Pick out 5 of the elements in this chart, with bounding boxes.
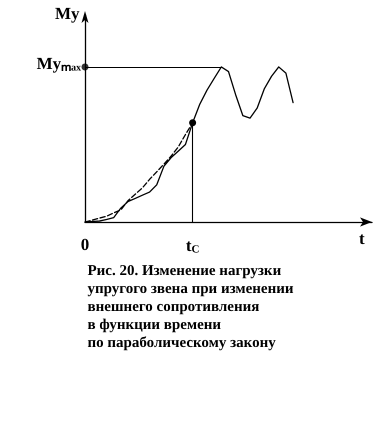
y-axis-title: My	[55, 4, 80, 23]
ref-line-label: Myₘₐₓ	[36, 54, 82, 73]
x-axis-title: t	[359, 229, 365, 248]
text: Рис. 20. Изменение нагрузки упругого звена при изменении внешнего сопротивления в функции времени по параболическому закону	[87, 263, 294, 351]
x-tick-label: 0	[80, 235, 90, 254]
